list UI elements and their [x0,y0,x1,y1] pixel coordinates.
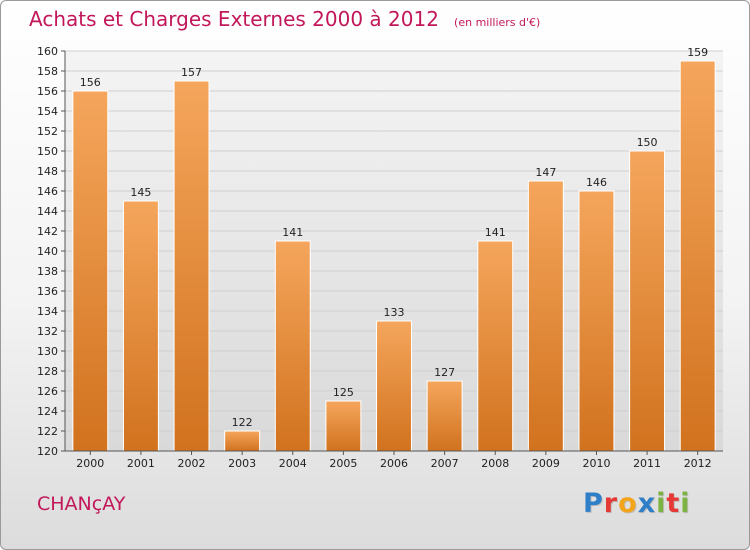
x-tick-label-2007: 2007 [431,457,459,470]
value-label-2001: 145 [130,186,151,199]
y-tick-label: 156 [37,85,58,98]
x-tick-label-2009: 2009 [532,457,560,470]
title-row: Achats et Charges Externes 2000 à 2012 (… [29,7,540,31]
x-tick-label-2001: 2001 [127,457,155,470]
y-tick-label: 124 [37,405,58,418]
y-tick-label: 126 [37,385,58,398]
y-axis-ticks: 120 122 124 126 128 130 132 134 136 138 140 142 144 1… [37,45,65,458]
bar-2001 [122,200,159,452]
y-tick-label: 146 [37,185,58,198]
y-tick-label: 154 [37,105,58,118]
y-tick-label: 122 [37,425,58,438]
y-tick-label: 160 [37,45,58,58]
logo-letter: P [583,488,604,519]
bar-2011 [629,150,666,452]
value-label-2002: 157 [181,66,202,79]
y-tick-label: 152 [37,125,58,138]
x-tick-label-2012: 2012 [684,457,712,470]
x-tick-label-2002: 2002 [178,457,206,470]
value-label-2007: 127 [434,366,455,379]
y-tick-label: 142 [37,225,58,238]
value-label-2006: 133 [384,306,405,319]
logo-letter: t [666,488,681,519]
bar-2009 [527,180,564,452]
y-tick-label: 130 [37,345,58,358]
y-tick-label: 134 [37,305,58,318]
x-tick-label-2003: 2003 [228,457,256,470]
value-label-2003: 122 [232,416,253,429]
value-label-2009: 147 [535,166,556,179]
value-label-2000: 156 [80,76,101,89]
bar-2004 [274,240,311,452]
y-tick-label: 148 [37,165,58,178]
bar-2002 [173,80,210,452]
x-tick-label-2000: 2000 [76,457,104,470]
bar-2006 [376,320,412,452]
logo-letter: r [603,488,619,519]
y-tick-label: 144 [37,205,58,218]
y-tick-label: 120 [37,445,58,458]
value-label-2005: 125 [333,386,354,399]
chart-subtitle: (en milliers d'€) [454,16,541,29]
value-label-2011: 150 [637,136,658,149]
bar-2010 [578,190,615,452]
y-tick-label: 128 [37,365,58,378]
bar-2000 [72,90,109,452]
bar-2003 [224,430,261,452]
logo-letter: x [637,488,657,519]
y-tick-label: 136 [37,285,58,298]
y-tick-label: 140 [37,245,58,258]
value-label-2010: 146 [586,176,607,189]
x-tick-label-2008: 2008 [481,457,509,470]
y-tick-label: 150 [37,145,58,158]
x-tick-label-2011: 2011 [633,457,661,470]
bars [72,60,716,452]
commune-name: CHANçAY [37,493,126,515]
value-label-2008: 141 [485,226,506,239]
proxiti-logo[interactable]: Proxiti [583,488,691,519]
x-tick-label-2010: 2010 [582,457,610,470]
bar-2005 [325,400,362,452]
bar-2008 [477,240,514,452]
value-labels: 156 145 157 122 141 125 133 127 141 147 146 150 159 [80,46,708,429]
chart-title: Achats et Charges Externes 2000 à 2012 [29,7,439,31]
logo-letter: o [618,488,638,519]
x-tick-label-2006: 2006 [380,457,408,470]
y-tick-label: 158 [37,65,58,78]
logo-letter: i [680,488,691,519]
x-tick-label-2004: 2004 [279,457,307,470]
y-tick-label: 132 [37,325,58,338]
x-axis-ticks: 2000 2001 2002 2003 2004 2005 2006 2007 2008 2009… [76,451,712,470]
x-tick-label-2005: 2005 [329,457,357,470]
bar-2012 [679,60,716,452]
value-label-2004: 141 [282,226,303,239]
logo-letter: i [656,488,667,519]
bar-2007 [426,380,463,452]
value-label-2012: 159 [687,46,708,59]
y-tick-label: 138 [37,265,58,278]
